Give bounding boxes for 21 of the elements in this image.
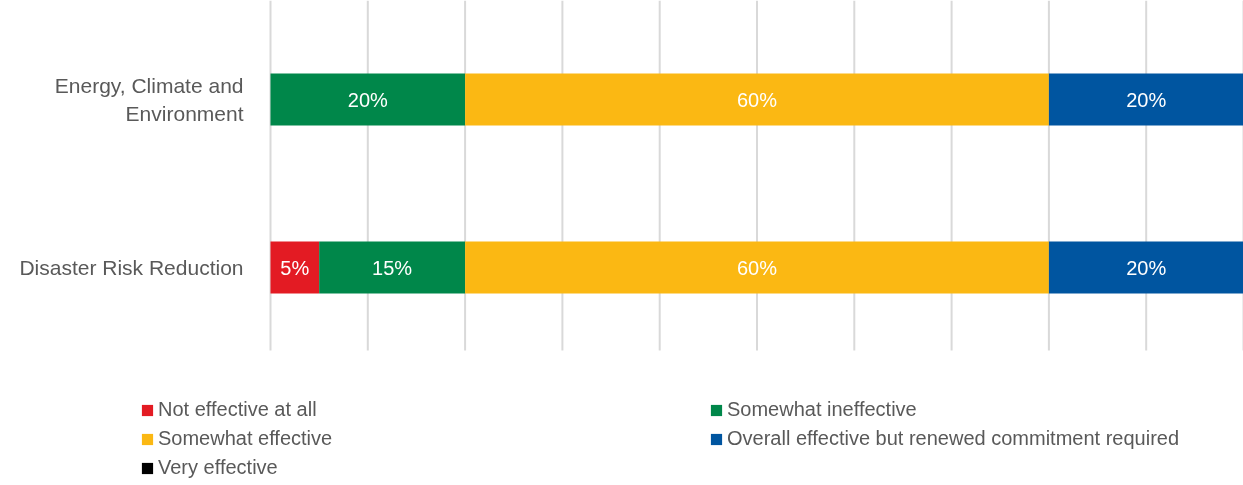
legend-label: Very effective	[158, 456, 279, 479]
y-tick-label: Disaster Risk Reduction	[19, 256, 244, 279]
bar	[270, 73, 466, 126]
bar	[1048, 73, 1243, 126]
bar	[465, 73, 1049, 126]
data-label: 20%	[1126, 256, 1167, 279]
bar	[270, 241, 320, 294]
data-label: 60%	[736, 256, 778, 279]
legend-label: Overall effective but renewed commitment required	[727, 427, 1181, 450]
data-label: 20%	[1126, 88, 1167, 111]
data-label: 15%	[372, 256, 413, 279]
data-label: 5%	[280, 256, 310, 279]
legend-label: Not effective at all	[158, 398, 318, 421]
bar	[1048, 241, 1243, 294]
bar	[465, 241, 1049, 294]
legend-label: Somewhat ineffective	[727, 398, 918, 421]
data-label: 60%	[736, 88, 778, 111]
data-label: 20%	[347, 88, 389, 111]
y-tick-label: Energy, Climate and Environment	[54, 74, 244, 125]
legend-label: Somewhat effective	[158, 427, 334, 450]
bar	[319, 241, 466, 294]
